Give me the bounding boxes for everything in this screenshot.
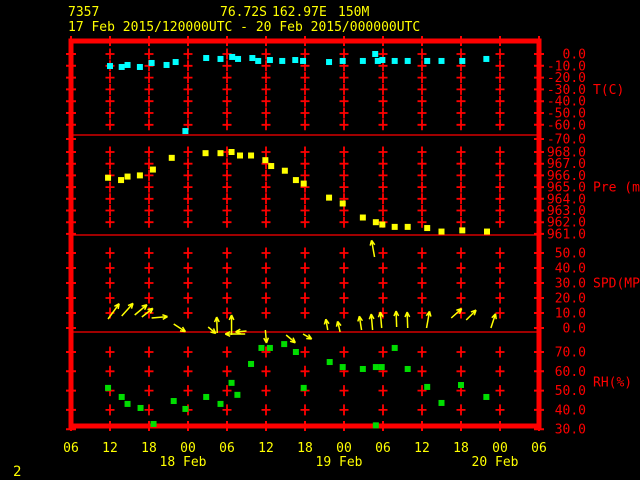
station-id: 7357 — [68, 5, 100, 20]
svg-text:-20.0: -20.0 — [547, 71, 586, 86]
svg-text:00: 00 — [336, 441, 352, 456]
svg-text:18: 18 — [297, 441, 313, 456]
svg-text:06: 06 — [219, 441, 235, 456]
bottom-axis-labels: 06 12 18 00 06 12 18 00 06 12 18 00 06 18 Feb 19 Feb 20… — [63, 441, 547, 470]
svg-text:20 Feb: 20 Feb — [472, 455, 519, 470]
svg-text:70.0: 70.0 — [555, 346, 586, 361]
svg-text:10.0: 10.0 — [555, 307, 586, 322]
right-axis-labels: 0.0-10.0-20.0-30.0-40.0-50.0-60.0-70.0T(… — [547, 48, 640, 438]
svg-text:06: 06 — [375, 441, 391, 456]
svg-text:06: 06 — [63, 441, 79, 456]
svg-text:0.0: 0.0 — [563, 48, 586, 63]
svg-text:50.0: 50.0 — [555, 247, 586, 262]
svg-text:40.0: 40.0 — [555, 262, 586, 277]
page-number: 2 — [13, 464, 22, 480]
svg-text:-50.0: -50.0 — [547, 107, 586, 122]
svg-text:00: 00 — [492, 441, 508, 456]
svg-text:06: 06 — [531, 441, 547, 456]
time-period-label: 17 Feb 2015/120000UTC - 20 Feb 2015/0000… — [68, 20, 421, 35]
latitude-label: 76.72S — [220, 5, 267, 20]
svg-text:SPD(MPS): SPD(MPS) — [593, 277, 640, 292]
svg-text:30.0: 30.0 — [555, 423, 586, 438]
rh-series — [105, 341, 490, 429]
svg-text:12: 12 — [258, 441, 274, 456]
svg-text:12: 12 — [414, 441, 430, 456]
svg-text:18 Feb: 18 Feb — [160, 455, 207, 470]
svg-text:RH(%): RH(%) — [593, 376, 632, 391]
svg-text:-30.0: -30.0 — [547, 83, 586, 98]
wind-arrows — [107, 239, 497, 344]
elevation-label: 150M — [338, 5, 370, 20]
svg-text:20.0: 20.0 — [555, 292, 586, 307]
svg-text:-40.0: -40.0 — [547, 95, 586, 110]
svg-text:19 Feb: 19 Feb — [316, 455, 363, 470]
svg-text:965.0: 965.0 — [547, 181, 586, 196]
grid-plus-marks — [105, 48, 505, 416]
svg-text:40.0: 40.0 — [555, 403, 586, 418]
svg-text:12: 12 — [102, 441, 118, 456]
svg-text:963.0: 963.0 — [547, 204, 586, 219]
axis-ticks — [66, 36, 544, 431]
svg-text:18: 18 — [141, 441, 157, 456]
svg-text:Pre (mb): Pre (mb) — [593, 181, 640, 196]
svg-text:961.0: 961.0 — [547, 227, 586, 242]
svg-text:966.0: 966.0 — [547, 169, 586, 184]
longitude-label: 162.97E — [272, 5, 327, 20]
svg-text:30.0: 30.0 — [555, 277, 586, 292]
svg-text:-70.0: -70.0 — [547, 133, 586, 148]
svg-text:18: 18 — [453, 441, 469, 456]
svg-text:-10.0: -10.0 — [547, 59, 586, 74]
svg-text:50.0: 50.0 — [555, 384, 586, 399]
pressure-series — [105, 149, 490, 235]
svg-text:968.0: 968.0 — [547, 146, 586, 161]
svg-text:964.0: 964.0 — [547, 192, 586, 207]
svg-text:967.0: 967.0 — [547, 157, 586, 172]
svg-text:T(C): T(C) — [593, 83, 624, 98]
svg-text:962.0: 962.0 — [547, 216, 586, 231]
svg-text:0.0: 0.0 — [563, 322, 586, 337]
temp-series — [107, 51, 490, 135]
svg-text:00: 00 — [180, 441, 196, 456]
svg-text:-60.0: -60.0 — [547, 118, 586, 133]
svg-text:60.0: 60.0 — [555, 365, 586, 380]
panel-lines — [73, 134, 537, 333]
